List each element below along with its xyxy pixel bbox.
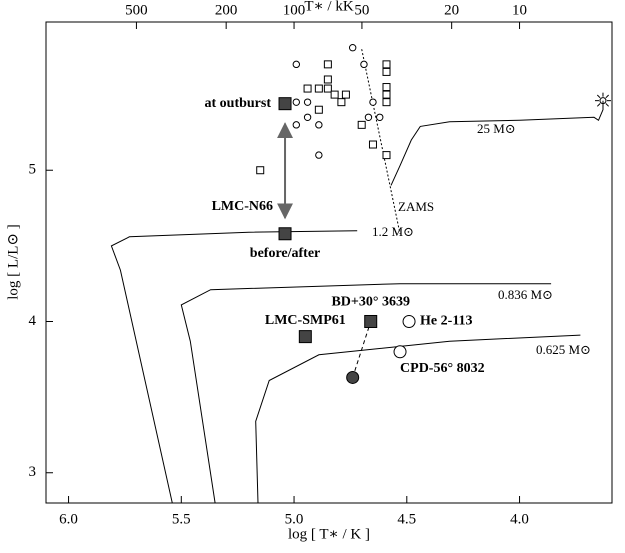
point xyxy=(369,98,377,106)
point xyxy=(364,314,378,328)
x2-tick-label: 10 xyxy=(512,2,527,18)
x2-axis-label: T∗ / kK xyxy=(304,0,354,14)
point xyxy=(298,330,312,344)
point xyxy=(346,370,360,384)
point xyxy=(382,98,391,107)
x2-tick-label: 20 xyxy=(444,2,459,18)
point xyxy=(292,60,301,69)
point xyxy=(314,105,323,114)
point xyxy=(303,113,312,121)
connector xyxy=(352,321,372,378)
track-line xyxy=(390,100,604,186)
track-line xyxy=(255,334,581,504)
point xyxy=(323,60,332,69)
track-label: 25 M⊙ xyxy=(477,121,516,136)
track-line xyxy=(110,230,358,504)
x-tick-label: 5.0 xyxy=(285,511,304,527)
x-tick-label: 6.0 xyxy=(59,511,78,527)
point xyxy=(360,60,368,69)
plot-frame xyxy=(45,21,613,504)
point xyxy=(382,67,391,76)
point xyxy=(256,166,265,175)
x2-tick-label: 100 xyxy=(283,2,306,18)
point xyxy=(303,98,312,106)
object-label: He 2-113 xyxy=(420,314,473,329)
point xyxy=(393,345,407,359)
track-line xyxy=(361,49,401,234)
point xyxy=(376,113,384,121)
point xyxy=(337,98,346,107)
sun-ray xyxy=(605,94,609,99)
x-tick-label: 4.0 xyxy=(510,511,529,527)
point xyxy=(278,97,292,111)
x2-tick-label: 200 xyxy=(215,2,238,18)
point xyxy=(382,60,391,69)
y-tick-label: 4 xyxy=(29,313,37,329)
y-tick-label: 3 xyxy=(29,464,37,480)
point xyxy=(323,75,332,84)
track-label: ZAMS xyxy=(398,199,434,214)
sun-ray xyxy=(596,94,601,99)
x2-tick-label: 50 xyxy=(354,2,369,18)
sun-symbol xyxy=(599,97,607,105)
object-label: CPD-56° 8032 xyxy=(400,361,485,376)
point xyxy=(330,90,339,99)
y-axis-label: log [ L/L⊙ ] xyxy=(5,224,21,299)
point xyxy=(292,121,301,129)
point xyxy=(357,120,366,129)
point xyxy=(323,84,332,93)
point xyxy=(303,84,312,93)
track-label: 0.625 M⊙ xyxy=(536,342,591,357)
point xyxy=(382,151,391,160)
x-axis-label: log [ T∗ / K ] xyxy=(288,526,370,542)
point xyxy=(368,140,377,149)
object-label: LMC-SMP61 xyxy=(265,313,346,328)
point xyxy=(402,314,416,328)
annotation: LMC-N66 xyxy=(212,199,273,214)
point xyxy=(341,90,350,99)
point xyxy=(315,151,323,159)
track-line xyxy=(180,283,552,504)
y-tick-label: 5 xyxy=(29,162,37,178)
track-label: 1.2 M⊙ xyxy=(372,224,414,239)
point xyxy=(278,227,292,241)
x-tick-label: 4.5 xyxy=(397,511,416,527)
object-label: at outburst xyxy=(205,96,272,111)
x2-tick-label: 500 xyxy=(125,2,148,18)
object-label: before/after xyxy=(250,246,320,261)
sun-ray xyxy=(605,103,609,107)
x-tick-label: 5.5 xyxy=(172,511,191,527)
point xyxy=(292,98,301,106)
point xyxy=(382,90,391,99)
object-label: BD+30° 3639 xyxy=(331,295,410,310)
point xyxy=(382,83,391,92)
track-label: 0.836 M⊙ xyxy=(498,287,553,302)
sun-ray xyxy=(596,103,601,107)
point xyxy=(315,121,323,129)
point xyxy=(348,44,357,52)
point xyxy=(364,113,373,121)
point xyxy=(314,84,323,93)
